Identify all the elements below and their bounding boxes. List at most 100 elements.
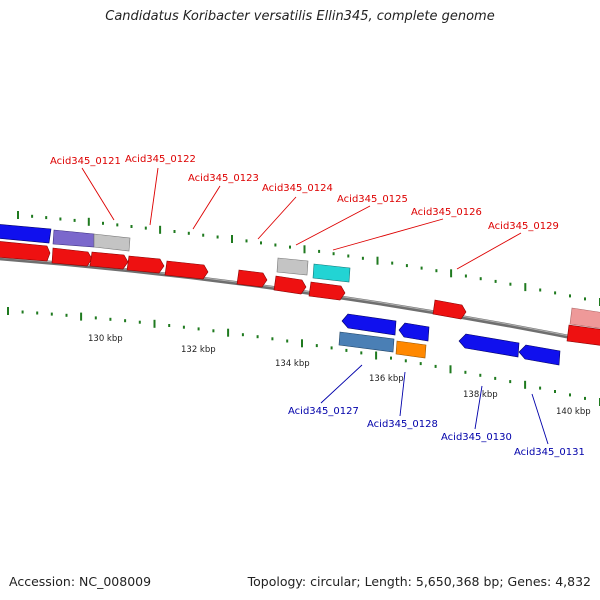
- tick-mark: [87, 217, 90, 226]
- gene-label[interactable]: Acid345_0131: [514, 447, 585, 458]
- tick-mark: [494, 376, 497, 380]
- gene-label[interactable]: Acid345_0129: [488, 221, 559, 232]
- gene-feature[interactable]: [273, 275, 307, 295]
- gene-feature[interactable]: [308, 281, 346, 301]
- gene-label[interactable]: Acid345_0122: [125, 154, 196, 165]
- tick-mark: [390, 356, 392, 360]
- leader-line: [456, 232, 522, 270]
- tick-mark: [361, 256, 364, 260]
- leader-line: [257, 196, 297, 240]
- tick-mark: [231, 235, 233, 243]
- gene-feature[interactable]: [126, 255, 165, 274]
- gene-feature[interactable]: [312, 263, 351, 283]
- tick-mark: [539, 288, 542, 292]
- gene-feature[interactable]: [276, 257, 309, 276]
- gene-label[interactable]: Acid345_0126: [411, 207, 482, 218]
- tick-mark: [241, 333, 244, 337]
- gene-feature[interactable]: [395, 340, 427, 359]
- gene-feature[interactable]: [398, 322, 430, 342]
- tick-mark: [318, 249, 321, 253]
- gene-label[interactable]: Acid345_0121: [50, 156, 121, 167]
- tick-row-lower: [7, 307, 600, 406]
- gene-feature[interactable]: [338, 331, 395, 353]
- gene-feature[interactable]: [51, 247, 93, 267]
- tick-mark: [419, 362, 422, 366]
- tick-mark: [187, 231, 190, 235]
- tick-mark: [256, 335, 259, 339]
- tick-mark: [584, 297, 586, 301]
- tick-mark: [420, 266, 423, 270]
- scale-label: 136 kbp: [369, 374, 404, 384]
- tick-mark: [274, 243, 277, 247]
- tick-mark: [569, 294, 571, 298]
- tick-mark: [159, 225, 162, 234]
- tick-mark: [286, 339, 289, 343]
- leader-lines: [81, 167, 549, 445]
- tick-mark: [289, 245, 291, 249]
- gene-feature[interactable]: [341, 313, 397, 336]
- gene-label[interactable]: Acid345_0124: [262, 183, 333, 194]
- tick-mark: [260, 241, 262, 245]
- tick-mark: [216, 235, 219, 239]
- tick-mark: [405, 264, 408, 268]
- tick-mark: [524, 283, 527, 292]
- leader-line: [531, 393, 549, 445]
- tick-mark: [173, 230, 176, 233]
- gene-feature[interactable]: [566, 324, 600, 346]
- tick-mark: [59, 217, 62, 221]
- tick-mark: [347, 254, 350, 258]
- gene-feature[interactable]: [0, 241, 51, 262]
- tick-mark: [434, 364, 437, 368]
- gene-feature[interactable]: [93, 233, 131, 252]
- tick-mark: [494, 279, 497, 283]
- scale-label: 132 kbp: [181, 345, 216, 355]
- tick-mark: [332, 252, 335, 256]
- scale-label: 130 kbp: [88, 334, 123, 344]
- tick-mark: [479, 277, 482, 281]
- gene-feature[interactable]: [89, 251, 129, 270]
- tick-mark: [182, 325, 185, 329]
- gene-label[interactable]: Acid345_0130: [441, 432, 512, 443]
- tick-mark: [94, 316, 97, 320]
- gene-feature[interactable]: [432, 299, 467, 320]
- tick-mark: [449, 365, 452, 374]
- gene-feature[interactable]: [518, 344, 561, 366]
- tick-mark: [464, 370, 467, 374]
- tick-mark: [21, 310, 24, 314]
- leader-line: [192, 185, 221, 230]
- tick-mark: [138, 320, 141, 324]
- gene-label[interactable]: Acid345_0127: [288, 406, 359, 417]
- leader-line: [149, 167, 159, 226]
- tick-mark: [124, 319, 127, 323]
- tick-mark: [271, 337, 274, 341]
- tick-mark: [153, 319, 156, 328]
- feature-track: [0, 224, 600, 366]
- gene-feature[interactable]: [52, 229, 95, 248]
- tick-mark: [584, 396, 586, 400]
- map-title: Candidatus Koribacter versatilis Ellin34…: [105, 9, 495, 24]
- gene-feature[interactable]: [236, 269, 268, 288]
- tick-mark: [539, 386, 542, 390]
- gene-label[interactable]: Acid345_0125: [337, 194, 408, 205]
- tick-mark: [376, 256, 379, 265]
- tick-mark: [569, 393, 571, 397]
- gene-label[interactable]: Acid345_0123: [188, 173, 259, 184]
- tick-mark: [524, 380, 527, 389]
- gene-feature[interactable]: [164, 260, 209, 280]
- tick-mark: [36, 311, 39, 315]
- tick-mark: [301, 339, 303, 348]
- tick-mark: [80, 312, 83, 321]
- tick-mark: [245, 239, 248, 243]
- leader-line: [320, 364, 363, 404]
- tick-mark: [50, 312, 53, 316]
- tick-mark: [202, 233, 205, 237]
- gene-feature[interactable]: [569, 307, 600, 329]
- topology-summary: Topology: circular; Length: 5,650,368 bp…: [247, 574, 591, 589]
- tick-mark: [73, 218, 76, 222]
- tick-mark: [130, 225, 133, 228]
- gene-label[interactable]: Acid345_0128: [367, 419, 438, 430]
- tick-mark: [435, 269, 438, 273]
- gene-feature[interactable]: [458, 333, 520, 358]
- gene-feature[interactable]: [0, 224, 52, 244]
